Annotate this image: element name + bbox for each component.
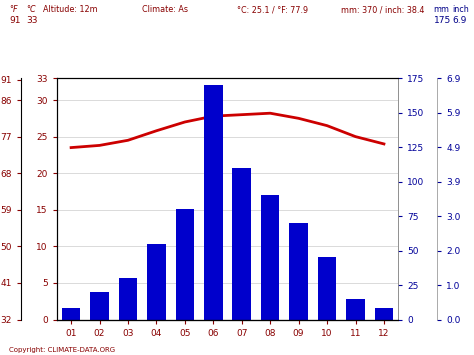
Text: mm: 370 / inch: 38.4: mm: 370 / inch: 38.4 [341,5,425,14]
Text: 33: 33 [26,16,37,25]
Text: Climate: As: Climate: As [142,5,188,14]
Bar [147,244,165,320]
Bar [318,257,336,320]
Text: Altitude: 12m: Altitude: 12m [43,5,97,14]
Bar [175,209,194,320]
Bar [261,195,279,320]
Bar [204,85,222,320]
Bar [374,308,393,320]
Bar [289,223,308,320]
Text: °F: °F [9,5,18,14]
Text: Copyright: CLIMATE-DATA.ORG: Copyright: CLIMATE-DATA.ORG [9,347,116,353]
Text: 91: 91 [9,16,21,25]
Text: 175: 175 [434,16,451,25]
Text: 6.9: 6.9 [453,16,467,25]
Bar [346,299,365,320]
Text: inch: inch [453,5,469,14]
Bar [62,308,80,320]
Bar [118,278,137,320]
Bar [232,168,251,320]
Text: mm: mm [434,5,450,14]
Text: °C: 25.1 / °F: 77.9: °C: 25.1 / °F: 77.9 [237,5,308,14]
Bar [90,292,109,320]
Text: °C: °C [26,5,36,14]
